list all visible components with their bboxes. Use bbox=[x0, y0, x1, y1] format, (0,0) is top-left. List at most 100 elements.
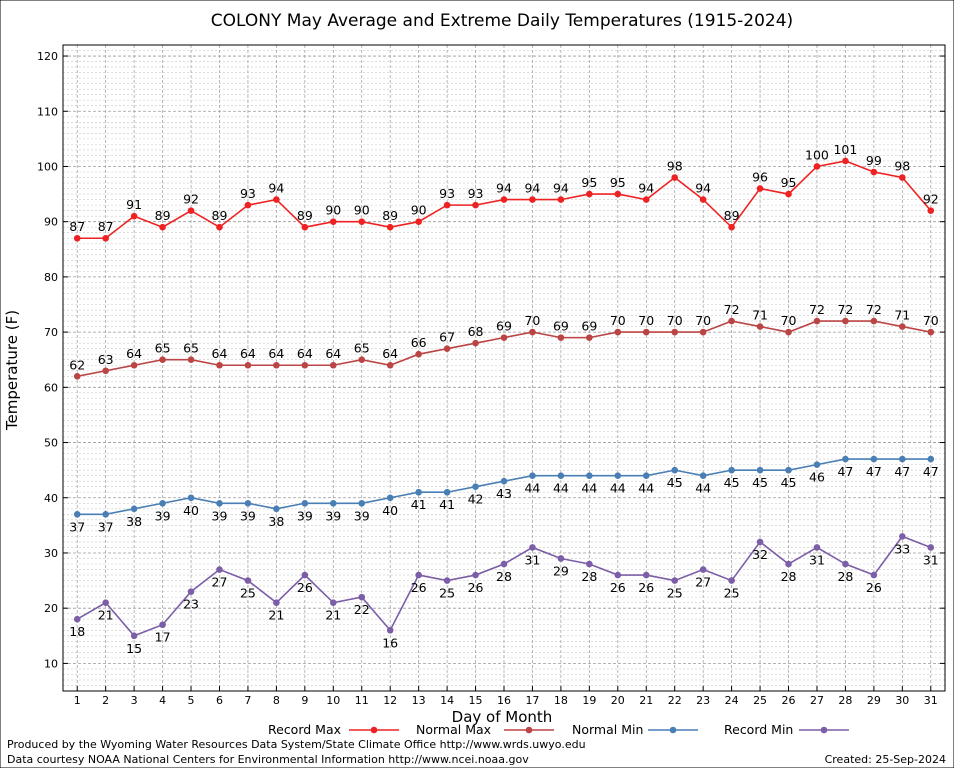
data-label: 45 bbox=[667, 475, 683, 490]
data-point bbox=[386, 361, 394, 369]
data-label: 25 bbox=[240, 586, 256, 601]
x-tick-label: 29 bbox=[867, 694, 881, 707]
data-label: 22 bbox=[354, 602, 370, 617]
y-tick-label: 40 bbox=[44, 492, 58, 505]
data-point bbox=[273, 505, 280, 513]
data-label: 94 bbox=[638, 181, 654, 196]
data-label: 40 bbox=[183, 503, 199, 518]
footer-courtesy: Data courtesy NOAA National Centers for … bbox=[7, 753, 529, 766]
data-label: 71 bbox=[752, 308, 768, 323]
x-tick-label: 3 bbox=[131, 694, 138, 707]
data-point bbox=[244, 361, 252, 369]
data-label: 26 bbox=[297, 580, 313, 595]
data-point bbox=[329, 499, 337, 507]
data-point bbox=[301, 571, 309, 579]
data-point bbox=[870, 571, 878, 579]
data-point bbox=[927, 207, 935, 214]
data-point bbox=[130, 505, 138, 513]
data-label: 45 bbox=[724, 475, 740, 490]
data-label: 64 bbox=[240, 346, 256, 361]
data-label: 95 bbox=[581, 175, 597, 190]
data-label: 47 bbox=[837, 464, 853, 479]
x-tick-label: 25 bbox=[753, 694, 767, 707]
data-point bbox=[671, 328, 679, 336]
data-point bbox=[699, 472, 707, 479]
x-tick-label: 14 bbox=[440, 694, 454, 707]
data-point bbox=[813, 163, 821, 170]
data-point bbox=[73, 372, 81, 380]
data-point bbox=[187, 356, 195, 364]
data-label: 45 bbox=[752, 475, 768, 490]
data-point bbox=[671, 577, 679, 584]
data-label: 94 bbox=[553, 181, 569, 196]
data-point bbox=[472, 571, 479, 579]
data-label: 71 bbox=[894, 308, 910, 323]
data-label: 96 bbox=[752, 170, 768, 185]
data-label: 65 bbox=[155, 341, 171, 356]
data-label: 65 bbox=[354, 341, 370, 356]
data-point bbox=[728, 317, 735, 325]
data-point bbox=[586, 560, 593, 568]
data-point bbox=[415, 350, 422, 358]
data-point bbox=[614, 328, 622, 336]
data-point bbox=[785, 190, 792, 198]
data-label: 29 bbox=[553, 563, 569, 578]
y-tick-label: 60 bbox=[44, 381, 58, 394]
data-point bbox=[785, 560, 792, 568]
data-point bbox=[586, 334, 593, 341]
data-label: 101 bbox=[833, 142, 857, 157]
data-label: 21 bbox=[98, 608, 114, 623]
data-point bbox=[642, 472, 650, 479]
data-label: 94 bbox=[268, 181, 284, 196]
y-tick-label: 80 bbox=[44, 271, 58, 284]
y-tick-label: 30 bbox=[44, 547, 58, 560]
data-point bbox=[899, 533, 906, 540]
x-tick-label: 16 bbox=[497, 694, 511, 707]
data-label: 68 bbox=[468, 324, 484, 339]
data-point bbox=[756, 323, 764, 330]
data-label: 47 bbox=[866, 464, 882, 479]
data-point bbox=[557, 472, 565, 479]
data-point bbox=[813, 317, 821, 325]
data-label: 100 bbox=[805, 147, 829, 162]
legend-label: Normal Max bbox=[416, 722, 491, 737]
data-label: 92 bbox=[183, 192, 199, 207]
legend-swatch-marker bbox=[669, 726, 677, 734]
data-label: 63 bbox=[98, 352, 114, 367]
data-point bbox=[813, 461, 821, 468]
data-point bbox=[244, 577, 252, 584]
data-label: 99 bbox=[866, 153, 882, 168]
data-point bbox=[870, 168, 878, 176]
x-tick-label: 11 bbox=[355, 694, 369, 707]
x-axis-label: Day of Month bbox=[452, 708, 553, 726]
data-label: 70 bbox=[923, 313, 939, 328]
data-point bbox=[699, 328, 707, 336]
data-label: 41 bbox=[411, 497, 427, 512]
x-tick-label: 6 bbox=[216, 694, 223, 707]
data-label: 26 bbox=[411, 580, 427, 595]
data-point bbox=[586, 472, 593, 479]
data-label: 72 bbox=[866, 302, 882, 317]
data-label: 93 bbox=[439, 186, 455, 201]
data-point bbox=[273, 599, 280, 606]
data-label: 62 bbox=[69, 357, 85, 372]
data-label: 41 bbox=[439, 497, 455, 512]
data-label: 95 bbox=[781, 175, 797, 190]
data-label: 66 bbox=[411, 335, 427, 350]
data-label: 38 bbox=[126, 514, 142, 529]
data-label: 37 bbox=[69, 519, 85, 534]
data-label: 31 bbox=[809, 552, 825, 567]
data-label: 27 bbox=[212, 575, 228, 590]
x-tick-label: 22 bbox=[668, 694, 682, 707]
x-tick-label: 8 bbox=[273, 694, 280, 707]
data-point bbox=[642, 196, 650, 203]
data-label: 46 bbox=[809, 470, 825, 485]
data-label: 89 bbox=[297, 208, 313, 223]
data-point bbox=[671, 174, 679, 181]
data-point bbox=[329, 361, 337, 369]
data-point bbox=[529, 328, 536, 336]
data-label: 44 bbox=[581, 481, 597, 496]
data-label: 70 bbox=[667, 313, 683, 328]
data-label: 70 bbox=[781, 313, 797, 328]
